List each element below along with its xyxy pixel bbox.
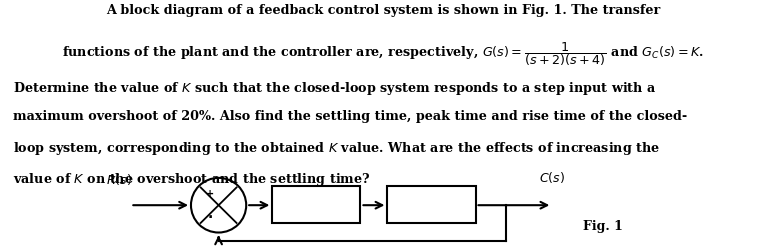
Text: ·: · — [208, 211, 213, 225]
Text: $G(s)$: $G(s)$ — [417, 197, 446, 212]
Bar — [387, 186, 476, 223]
Text: Fig. 1: Fig. 1 — [583, 219, 623, 232]
Text: $C(s)$: $C(s)$ — [539, 169, 565, 184]
Bar — [272, 186, 360, 223]
Text: value of $K$ on the overshoot and the settling time?: value of $K$ on the overshoot and the se… — [13, 170, 370, 187]
Text: $R(s)$: $R(s)$ — [106, 172, 132, 186]
Text: loop system, corresponding to the obtained $K$ value. What are the effects of in: loop system, corresponding to the obtain… — [13, 140, 660, 157]
Text: functions of the plant and the controller are, respectively, $G(s) = \dfrac{1}{(: functions of the plant and the controlle… — [62, 40, 705, 68]
Text: A block diagram of a feedback control system is shown in Fig. 1. The transfer: A block diagram of a feedback control sy… — [107, 4, 660, 17]
Text: Determine the value of $K$ such that the closed-loop system responds to a step i: Determine the value of $K$ such that the… — [13, 79, 657, 96]
Text: maximum overshoot of 20%. Also find the settling time, peak time and rise time o: maximum overshoot of 20%. Also find the … — [13, 110, 687, 122]
Text: $G_c(s)$: $G_c(s)$ — [299, 197, 334, 213]
Text: +: + — [206, 188, 214, 198]
